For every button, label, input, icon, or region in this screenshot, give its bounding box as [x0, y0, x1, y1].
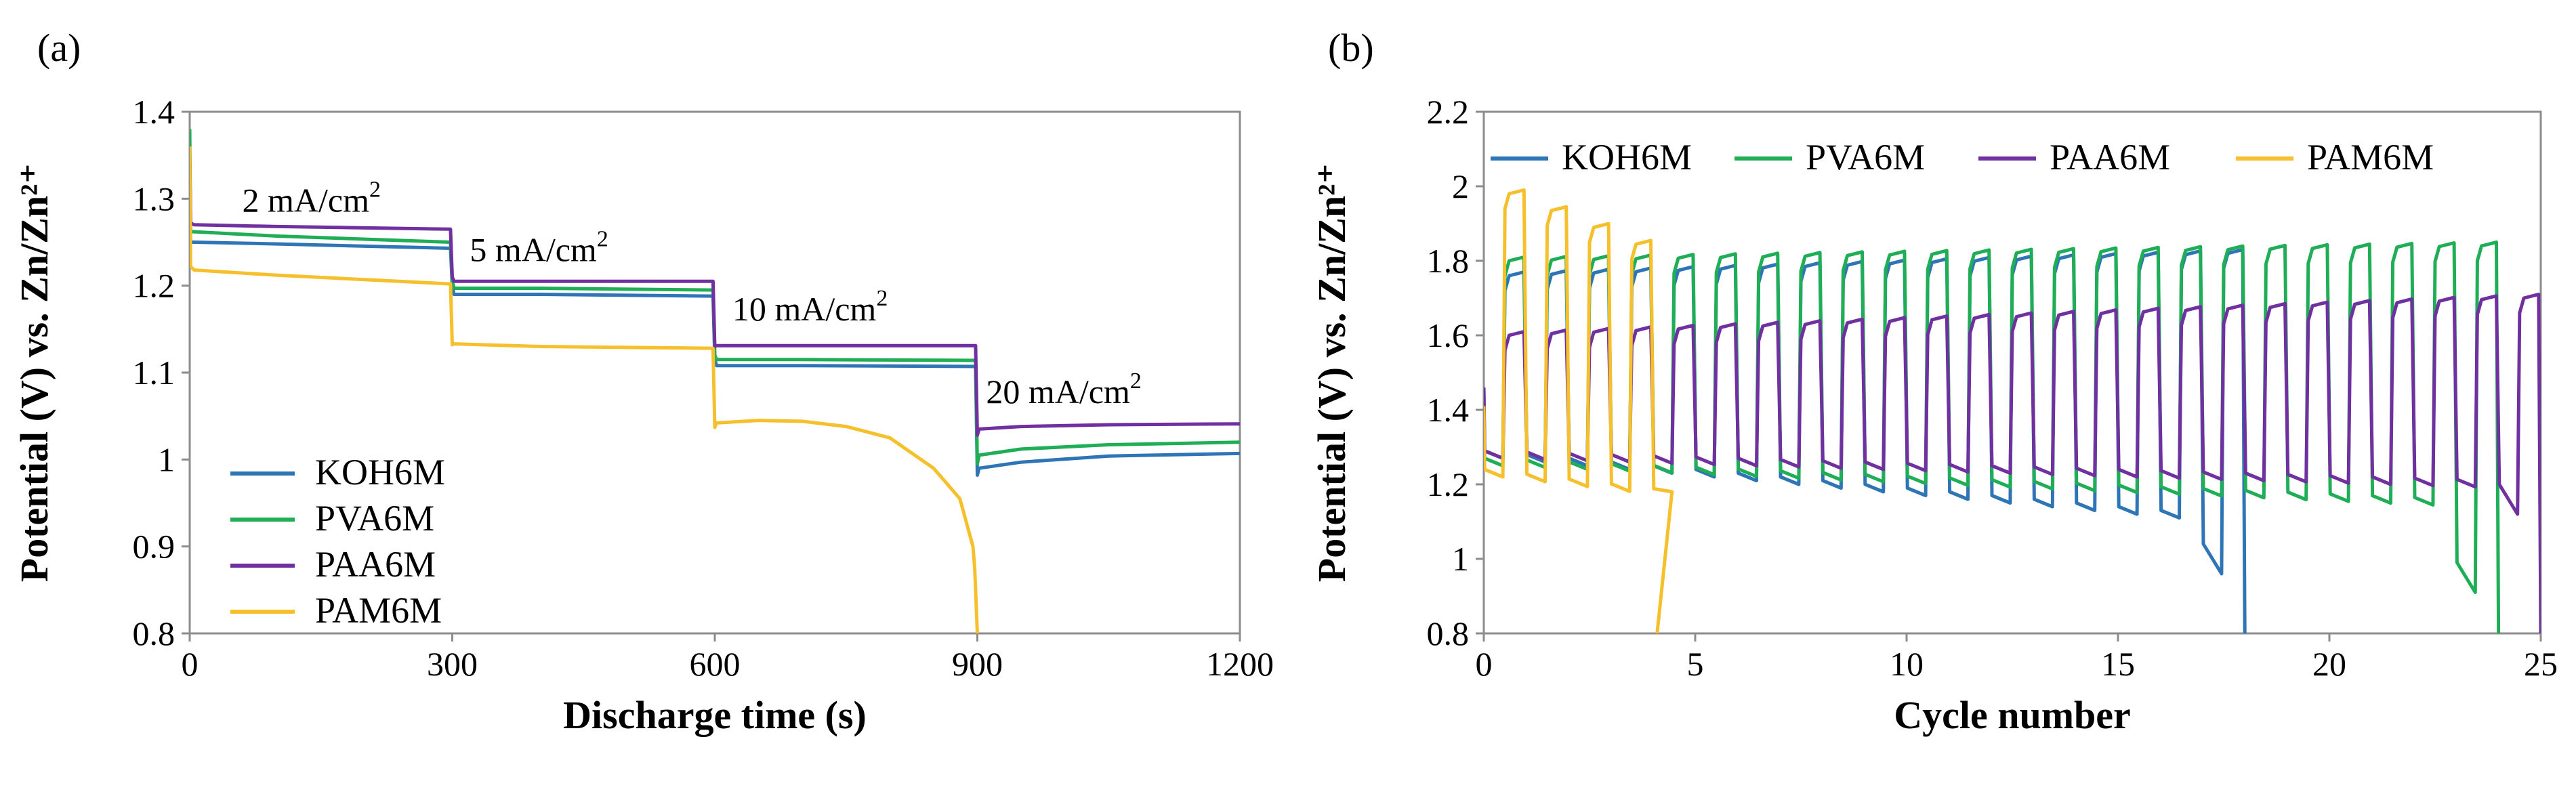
series-line-pam6m — [1484, 188, 1674, 633]
x-tick-label: 0 — [182, 645, 199, 683]
current-density-label: 20 mA/cm2 — [986, 369, 1141, 411]
x-tick-label: 1200 — [1206, 645, 1274, 683]
x-tick-label: 25 — [2524, 645, 2558, 683]
y-tick-label: 2 — [1452, 167, 1469, 205]
current-density-label: 2 mA/cm2 — [243, 177, 381, 219]
y-tick-label: 1.2 — [1427, 465, 1470, 503]
x-tick-label: 0 — [1476, 645, 1493, 683]
y-tick-label: 1.2 — [133, 267, 175, 305]
series-line-paa6m — [190, 155, 1240, 437]
panel-label: (b) — [1328, 26, 1374, 70]
x-tick-label: 10 — [1890, 645, 1924, 683]
legend-label-pva6m: PVA6M — [315, 498, 434, 539]
legend-label-pam6m: PAM6M — [315, 590, 442, 631]
y-tick-label: 1.1 — [133, 354, 175, 392]
x-tick-label: 900 — [952, 645, 1003, 683]
series-line-paa6m — [1484, 293, 2541, 633]
legend-label-koh6m: KOH6M — [1562, 137, 1692, 177]
y-tick-label: 2.2 — [1427, 93, 1470, 131]
current-density-label: 10 mA/cm2 — [732, 286, 888, 328]
current-density-label: 5 mA/cm2 — [470, 227, 608, 269]
y-tick-label: 0.8 — [133, 614, 175, 652]
x-tick-label: 5 — [1687, 645, 1704, 683]
panel-b: (b) 0 5 10 15 20 25 0.8 1 1.2 1.4 1.6 1.8 2 2.2 Cycle n… — [1310, 26, 2558, 737]
y-tick-label: 1.3 — [133, 180, 175, 217]
legend-label-paa6m: PAA6M — [2050, 137, 2170, 177]
x-tick-label: 20 — [2312, 645, 2346, 683]
series-line-pam6m — [190, 146, 979, 633]
series-group — [190, 129, 1240, 633]
y-tick-label: 1 — [1452, 540, 1469, 578]
y-tick-label: 0.8 — [1427, 614, 1470, 652]
x-tick-label: 300 — [427, 645, 478, 683]
legend-label-pam6m: PAM6M — [2307, 137, 2434, 177]
y-axis-title: Potential (V) vs. Zn/Zn²⁺ — [12, 163, 56, 582]
x-axis-title: Cycle number — [1894, 693, 2131, 737]
x-tick-label: 15 — [2101, 645, 2135, 683]
legend-label-paa6m: PAA6M — [315, 544, 436, 585]
y-tick-label: 1.8 — [1427, 242, 1470, 280]
panel-a: (a) 0 300 600 900 1200 0.8 0.9 1 1.1 1.2 1.3 1.4 Disc… — [12, 26, 1274, 737]
x-tick-label: 600 — [690, 645, 741, 683]
y-tick-label: 1.6 — [1427, 316, 1470, 354]
legend-label-pva6m: PVA6M — [1806, 137, 1925, 177]
y-tick-label: 1 — [158, 440, 175, 478]
y-tick-label: 1.4 — [133, 93, 175, 131]
y-tick-label: 0.9 — [133, 528, 175, 566]
legend-label-koh6m: KOH6M — [315, 452, 445, 492]
x-axis-title: Discharge time (s) — [563, 693, 867, 737]
y-axis-title: Potential (V) vs. Zn/Zn²⁺ — [1310, 163, 1354, 582]
y-tick-label: 1.4 — [1427, 391, 1470, 429]
series-group — [1484, 188, 2541, 633]
panel-label: (a) — [37, 26, 81, 70]
